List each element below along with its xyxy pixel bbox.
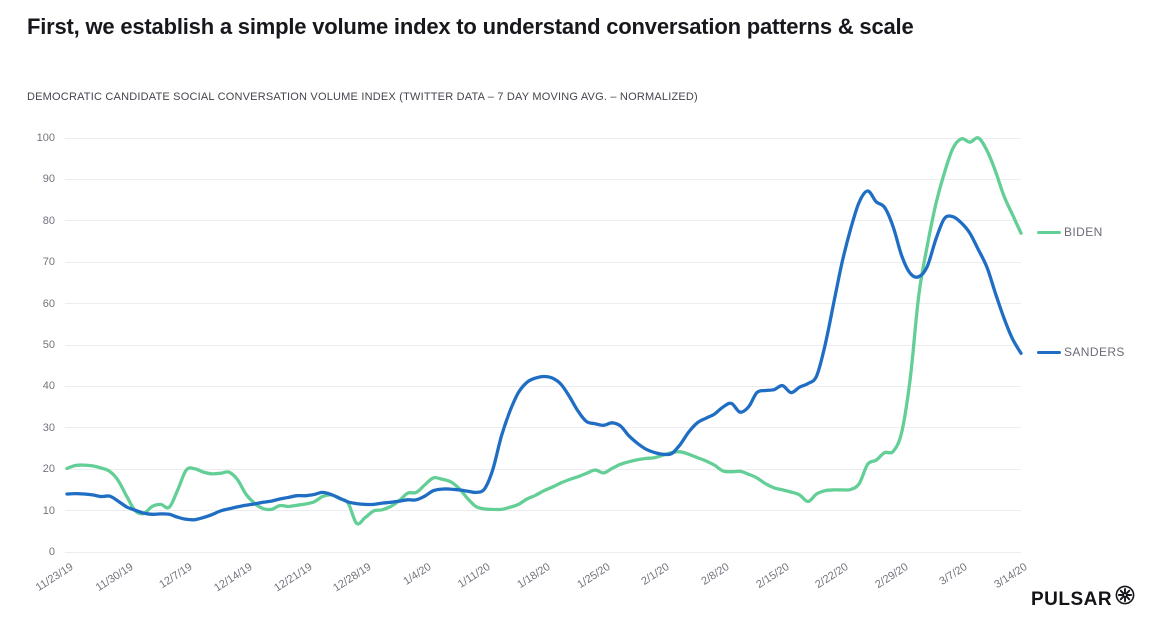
gridline — [65, 303, 1021, 305]
legend-line-swatch — [1037, 350, 1061, 354]
legend-line-swatch — [1037, 230, 1061, 234]
y-tick-label: 70 — [42, 256, 55, 269]
legend-item-sanders: SANDERS — [1037, 345, 1125, 359]
gridline — [65, 344, 1021, 346]
y-tick-label: 0 — [48, 546, 55, 558]
x-tick-label: 12/7/19 — [157, 561, 195, 592]
gridline — [65, 510, 1021, 512]
y-tick-label: 100 — [36, 132, 55, 144]
y-tick-label: 60 — [42, 297, 55, 310]
x-tick-label: 1/4/20 — [401, 561, 434, 588]
brand-name: PULSAR — [1031, 589, 1113, 610]
gridline — [65, 261, 1021, 263]
gridline — [65, 385, 1021, 387]
x-tick-label: 12/28/19 — [331, 561, 374, 595]
x-tick-label: 2/15/20 — [753, 561, 792, 592]
gridline — [65, 137, 1021, 139]
x-tick-label: 12/14/19 — [211, 561, 255, 595]
gridline — [65, 468, 1021, 470]
x-tick-label: 2/8/20 — [699, 561, 732, 588]
x-tick-label: 12/21/19 — [271, 561, 315, 595]
x-tick-label: 2/22/20 — [813, 561, 851, 592]
y-tick-label: 50 — [42, 339, 55, 351]
chart-title: DEMOCRATIC CANDIDATE SOCIAL CONVERSATION… — [27, 91, 698, 103]
legend-item-biden: BIDEN — [1037, 225, 1103, 239]
gridline — [65, 178, 1021, 180]
biden-line — [65, 136, 1023, 526]
x-tick-label: 3/7/20 — [937, 561, 970, 588]
x-tick-label: 11/30/19 — [93, 561, 136, 594]
x-tick-label: 11/23/19 — [33, 561, 76, 594]
gridline — [65, 220, 1021, 222]
y-tick-label: 80 — [42, 214, 55, 227]
sanders-line — [65, 189, 1023, 522]
chart-plot — [65, 136, 1023, 526]
x-tick-label: 3/14/20 — [992, 561, 1030, 592]
x-tick-label: 1/25/20 — [574, 561, 613, 592]
y-tick-label: 90 — [42, 173, 55, 186]
legend-label: BIDEN — [1064, 225, 1103, 240]
y-tick-label: 30 — [42, 421, 55, 434]
brand-logo: PULSAR — [1031, 585, 1136, 611]
y-tick-label: 20 — [42, 463, 55, 476]
gridline — [65, 551, 1021, 553]
y-tick-label: 40 — [42, 380, 55, 393]
x-tick-label: 2/29/20 — [872, 561, 911, 592]
gridline — [65, 427, 1021, 429]
x-tick-label: 2/1/20 — [639, 561, 672, 588]
x-tick-label: 1/18/20 — [515, 561, 553, 592]
page-title: First, we establish a simple volume inde… — [27, 14, 914, 39]
x-tick-label: 1/11/20 — [456, 561, 493, 591]
legend-label: SANDERS — [1064, 345, 1125, 360]
y-tick-label: 10 — [42, 504, 55, 517]
starburst-circle-icon — [1115, 585, 1135, 605]
